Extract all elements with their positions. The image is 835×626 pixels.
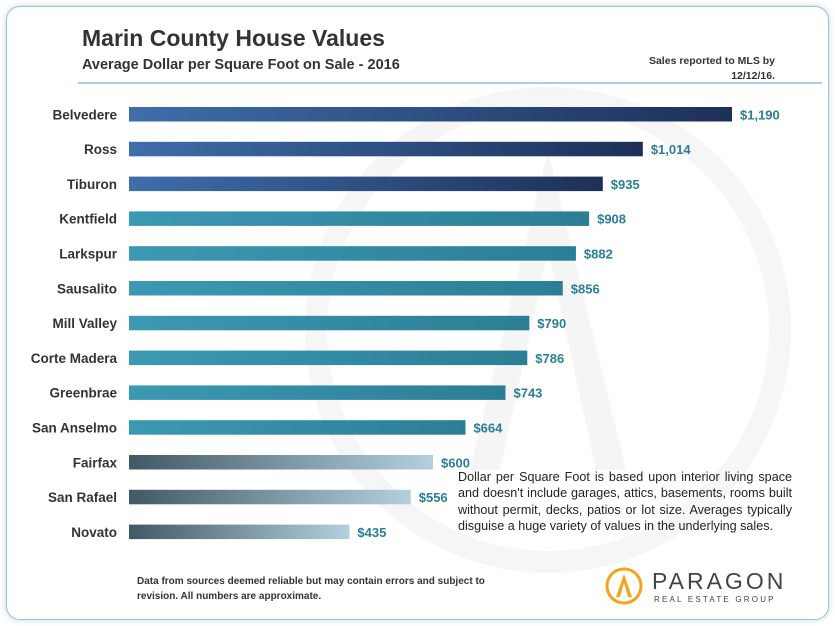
- bar: [129, 246, 576, 261]
- category-label: Greenbrae: [49, 386, 117, 401]
- value-label: $1,190: [740, 107, 780, 122]
- category-label: Mill Valley: [52, 316, 117, 331]
- value-label: $882: [584, 246, 613, 261]
- bar: [129, 420, 466, 435]
- bar: [129, 211, 590, 226]
- bar: [129, 350, 528, 366]
- value-label: $935: [611, 177, 640, 192]
- category-label: Kentfield: [59, 212, 117, 227]
- category-label: San Rafael: [48, 490, 117, 505]
- bar: [129, 385, 506, 400]
- category-label: Ross: [84, 142, 117, 157]
- category-label: San Anselmo: [32, 420, 117, 435]
- header-divider: [78, 82, 822, 84]
- category-label: Corte Madera: [31, 351, 118, 366]
- bar: [129, 281, 563, 296]
- chart-subtitle: Average Dollar per Square Foot on Sale -…: [82, 57, 400, 73]
- sales-note: Sales reported to MLS by 12/12/16.: [648, 55, 775, 83]
- category-label: Novato: [71, 525, 117, 540]
- bar: [129, 315, 530, 331]
- category-label: Fairfax: [73, 455, 118, 470]
- logo-tagline: REAL ESTATE GROUP: [654, 595, 776, 604]
- value-label: $600: [441, 455, 470, 470]
- value-label: $743: [513, 386, 542, 401]
- bar: [129, 455, 434, 470]
- value-label: $786: [535, 351, 564, 366]
- paragon-logo: PARAGON REAL ESTATE GROUP: [604, 566, 814, 606]
- bar: [129, 489, 411, 505]
- value-label: $1,014: [651, 142, 692, 157]
- value-label: $664: [473, 420, 503, 435]
- disclaimer: Data from sources deemed reliable but ma…: [137, 576, 485, 602]
- category-label: Tiburon: [67, 177, 117, 192]
- bar: [129, 524, 350, 540]
- value-label: $908: [597, 212, 626, 227]
- category-label: Sausalito: [57, 281, 117, 296]
- value-label: $435: [357, 525, 386, 540]
- category-label: Belvedere: [52, 107, 117, 122]
- bar: [129, 176, 603, 192]
- bar: [129, 141, 643, 157]
- logo-name: PARAGON: [652, 568, 787, 594]
- value-label: $856: [571, 281, 600, 296]
- category-label: Larkspur: [59, 246, 118, 261]
- bar: [129, 107, 732, 122]
- value-label: $790: [537, 316, 566, 331]
- chart-title: Marin County House Values: [82, 25, 385, 51]
- value-label: $556: [419, 490, 448, 505]
- methodology-note: Dollar per Square Foot is based upon int…: [458, 470, 792, 534]
- paragon-logo-icon: [605, 567, 643, 605]
